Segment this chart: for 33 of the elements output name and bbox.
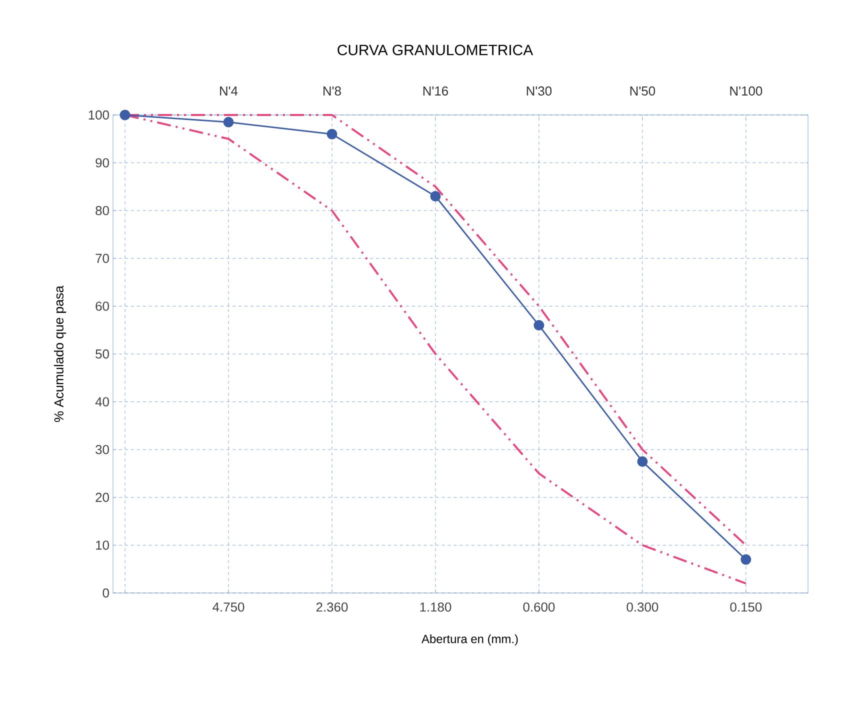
x-tick-label: 0.600 bbox=[523, 602, 555, 612]
y-tick-label: 40 bbox=[95, 397, 109, 406]
point bbox=[637, 456, 648, 467]
text: N'30 bbox=[526, 86, 552, 96]
x-tick-label: 4.750 bbox=[212, 602, 244, 612]
text: N'8 bbox=[324, 86, 341, 96]
y-tick-label: 30 bbox=[96, 444, 109, 454]
y-tick-label: 0 bbox=[102, 588, 109, 598]
text: N'100 bbox=[730, 86, 762, 96]
y-tick-label: 70 bbox=[96, 254, 109, 263]
text: N'50 bbox=[630, 86, 656, 96]
point bbox=[740, 554, 752, 565]
text: N'4 bbox=[220, 86, 238, 96]
y-tick-label: 90 bbox=[96, 158, 109, 168]
y-tick-label: 80 bbox=[96, 206, 109, 216]
y-tick-label: 10 bbox=[96, 540, 109, 550]
point bbox=[120, 110, 130, 120]
point bbox=[534, 320, 544, 331]
x-axis-title: Abertura en (mm.) bbox=[422, 634, 518, 646]
x-tick-label: 0.150 bbox=[730, 602, 762, 612]
x-tick-label: 2.360 bbox=[316, 602, 348, 612]
y-tick-label: 100 bbox=[88, 110, 109, 120]
point bbox=[326, 128, 338, 140]
point bbox=[430, 190, 441, 202]
x-tick-label: 0.300 bbox=[626, 602, 658, 612]
y-tick-label: 50 bbox=[96, 349, 109, 359]
y-tick-label: 20 bbox=[96, 492, 109, 502]
y-axis-title: % Acumulado que pasa bbox=[54, 286, 66, 422]
x-tick-label: 1.180 bbox=[420, 602, 452, 612]
chart-title: CURVA GRANULOMETRICA bbox=[338, 44, 534, 56]
point bbox=[223, 116, 234, 128]
y-tick-label: 60 bbox=[96, 302, 109, 311]
text: N'16 bbox=[423, 86, 448, 96]
